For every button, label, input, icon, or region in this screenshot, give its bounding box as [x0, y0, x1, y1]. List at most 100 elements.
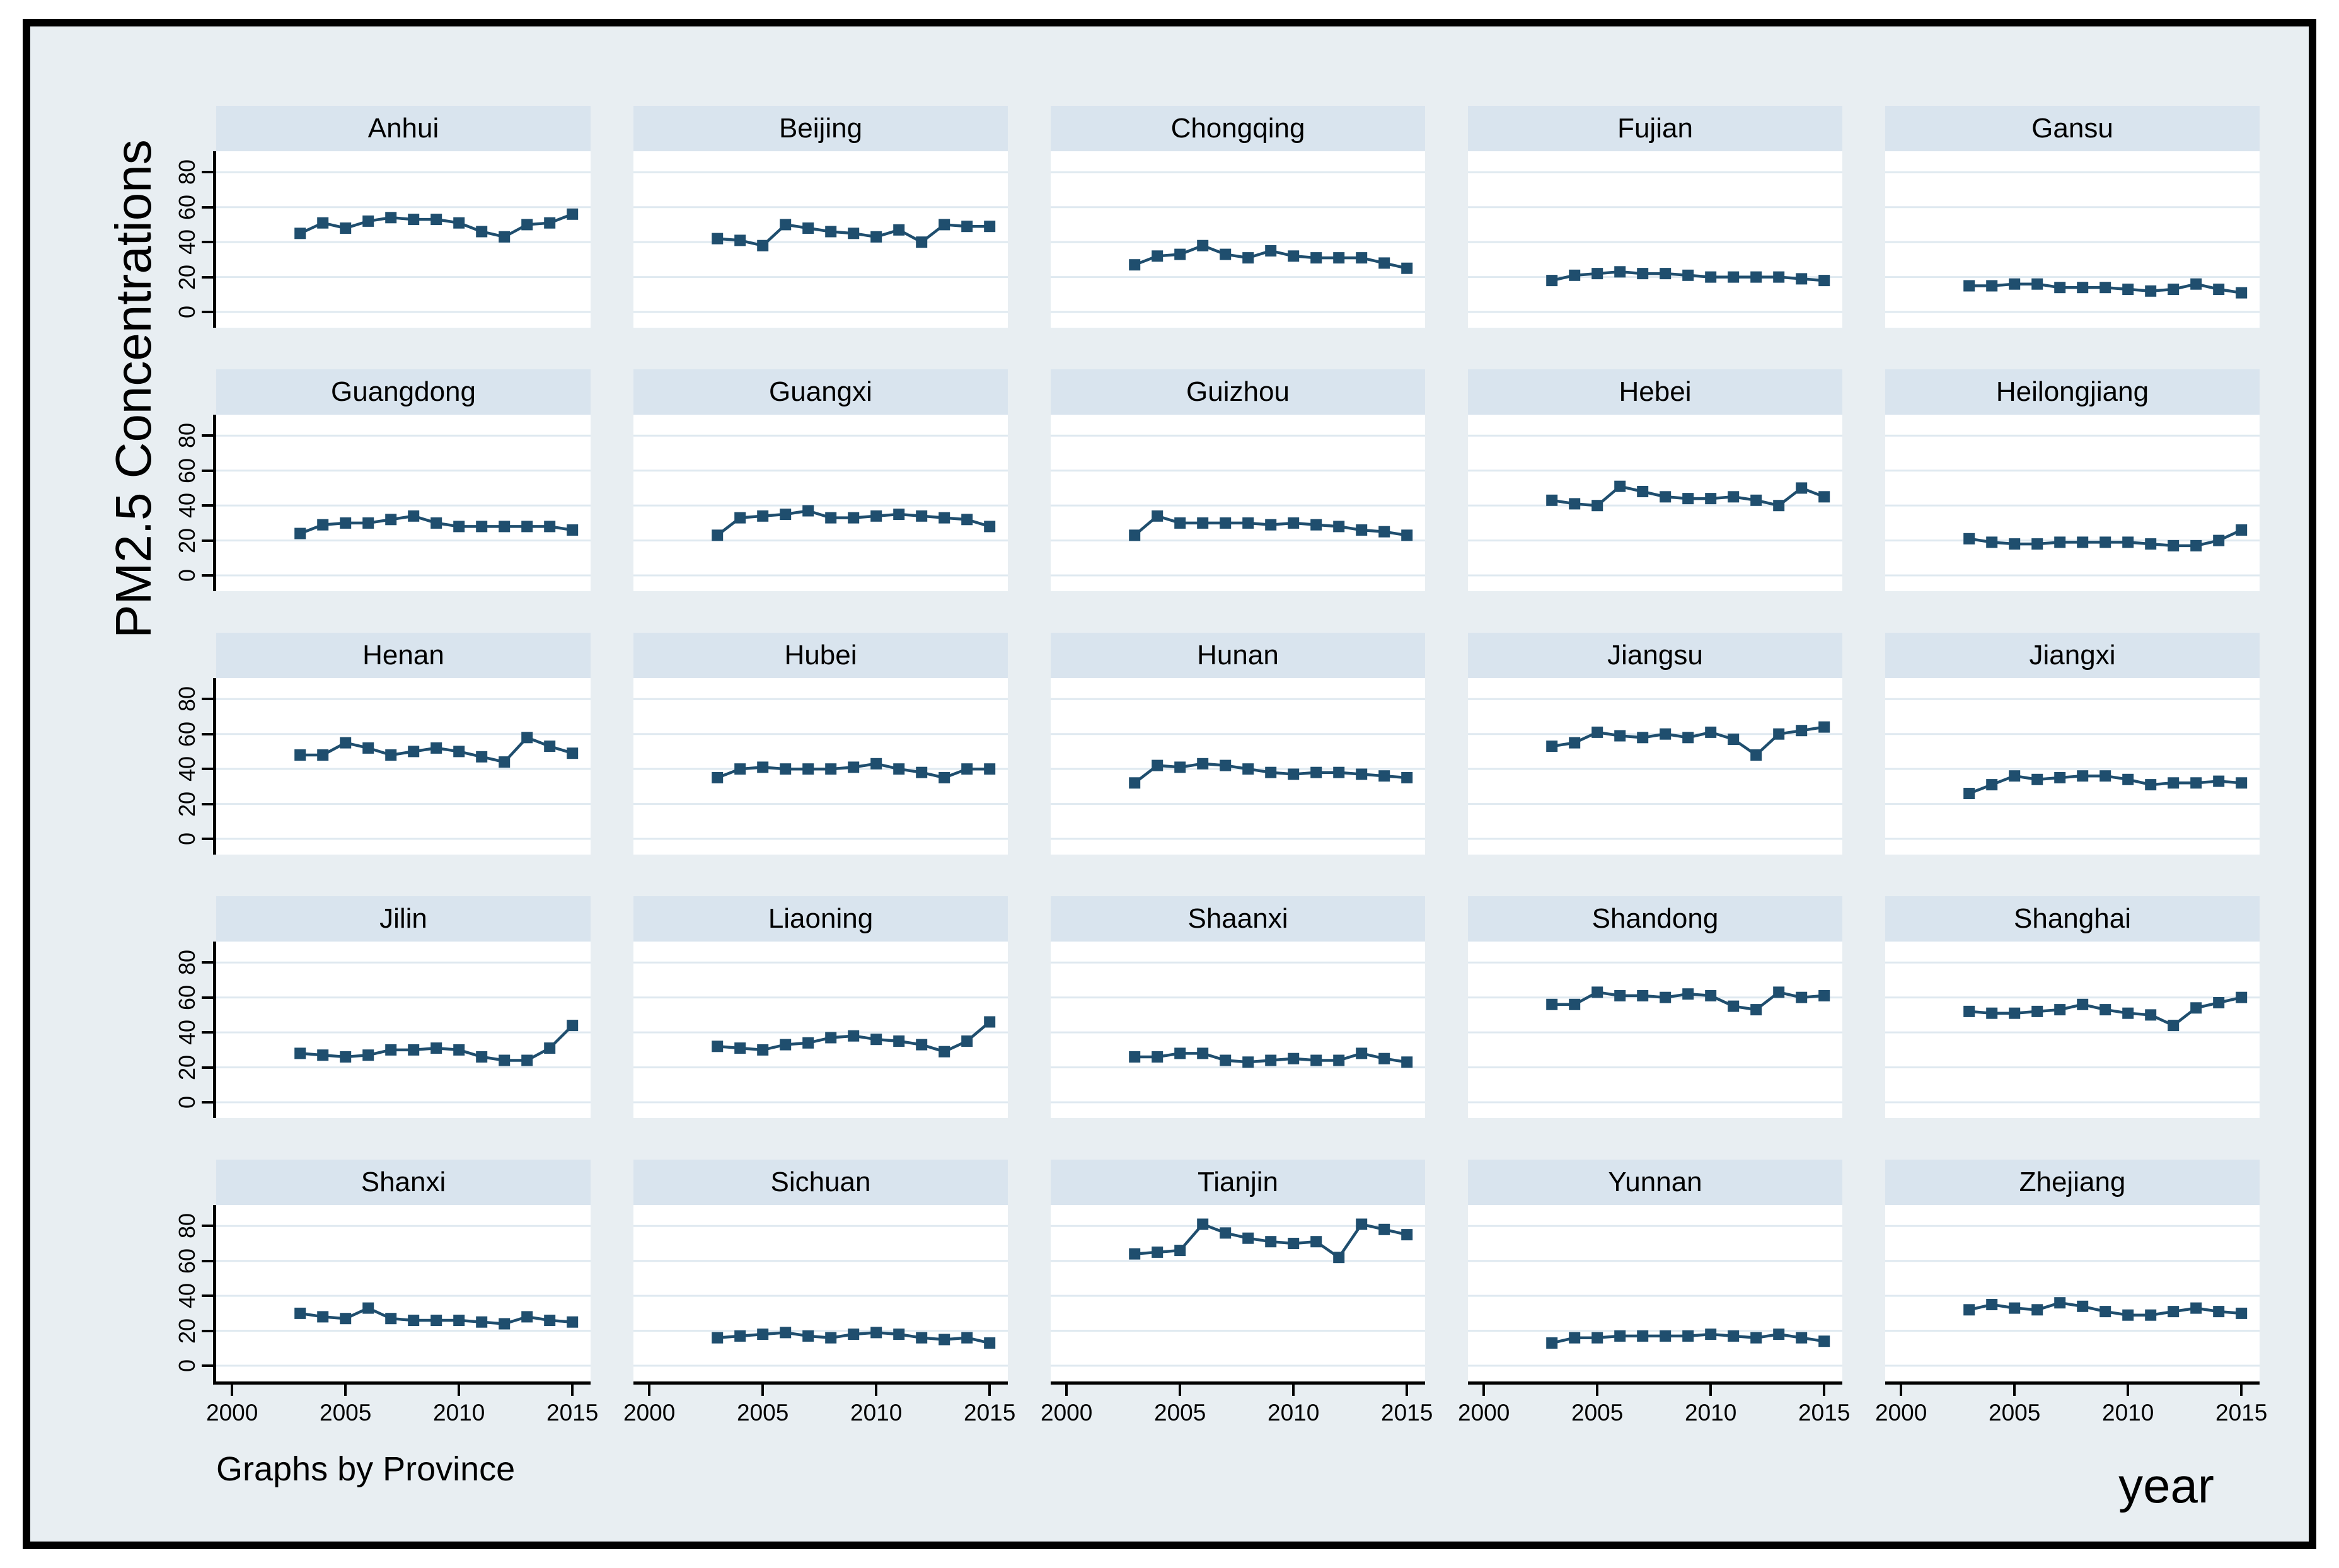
data-point-marker: [1682, 493, 1694, 505]
data-point-marker: [453, 217, 465, 229]
data-point-marker: [317, 519, 329, 531]
data-point-marker: [938, 219, 950, 231]
data-point-marker: [1129, 529, 1141, 541]
data-point-marker: [385, 749, 397, 761]
data-point-marker: [916, 1039, 928, 1051]
panel-title: Guizhou: [1051, 369, 1425, 415]
data-point-marker: [780, 1039, 792, 1051]
data-point-marker: [453, 1044, 465, 1056]
x-axis-line: [1885, 1381, 2260, 1385]
data-point-marker: [757, 1044, 769, 1056]
data-point-marker: [1750, 271, 1762, 283]
data-point-marker: [1963, 533, 1975, 545]
data-point-marker: [1401, 529, 1413, 541]
panel-plot-area: [633, 942, 1008, 1118]
data-point-marker: [294, 1047, 306, 1059]
data-point-marker: [2054, 536, 2066, 548]
x-tick-label: 2010: [433, 1400, 485, 1426]
province-panel: Tianjin: [1051, 1160, 1425, 1381]
data-point-marker: [2054, 1004, 2066, 1016]
data-point-marker: [2099, 1004, 2111, 1016]
data-point-marker: [1963, 1005, 1975, 1017]
y-axis-line: [213, 151, 216, 328]
data-point-marker: [1660, 268, 1672, 280]
data-point-marker: [2099, 770, 2111, 782]
data-point-marker: [2099, 536, 2111, 548]
data-point-marker: [385, 1044, 397, 1056]
data-point-marker: [984, 221, 996, 233]
panel-series-svg: [216, 171, 591, 313]
data-point-marker: [499, 521, 511, 533]
y-tick-label: 80: [174, 950, 200, 976]
x-axis-tick: [648, 1385, 651, 1396]
province-panel: Shanxi: [216, 1160, 591, 1381]
province-panel: Shandong: [1468, 896, 1842, 1118]
data-point-marker: [1637, 486, 1649, 497]
y-axis-tick: [202, 961, 213, 964]
data-point-marker: [1265, 1054, 1277, 1066]
data-point-marker: [408, 746, 420, 758]
data-point-marker: [870, 1327, 882, 1339]
y-axis-tick: [202, 1364, 213, 1368]
data-point-marker: [2122, 536, 2134, 548]
data-point-marker: [2236, 287, 2248, 299]
y-axis-tick: [202, 838, 213, 841]
panel-plot-area: [1051, 678, 1425, 855]
province-panel: Shaanxi: [1051, 896, 1425, 1118]
data-point-marker: [961, 1035, 973, 1047]
x-tick-label: 2005: [1989, 1400, 2041, 1426]
x-tick-label: 2000: [1875, 1400, 1927, 1426]
x-axis-tick: [1292, 1385, 1295, 1396]
panel-series-svg: [1051, 171, 1425, 313]
y-axis-tick: [202, 1031, 213, 1034]
data-point-marker: [2054, 1297, 2066, 1309]
data-point-marker: [712, 1041, 724, 1052]
data-point-marker: [521, 732, 533, 744]
x-tick-label: 2015: [546, 1400, 599, 1426]
panel-series-svg: [1885, 434, 2260, 577]
data-point-marker: [961, 1332, 973, 1344]
data-point-marker: [2168, 1020, 2180, 1032]
data-point-marker: [1378, 1223, 1390, 1235]
data-point-marker: [848, 228, 860, 239]
data-point-marker: [2236, 1307, 2248, 1319]
data-point-marker: [340, 1313, 352, 1325]
data-point-marker: [521, 1311, 533, 1323]
data-point-marker: [961, 221, 973, 233]
y-axis-tick: [202, 698, 213, 701]
data-point-marker: [294, 228, 306, 239]
data-point-marker: [2190, 539, 2202, 551]
panel-plot-area: [216, 942, 591, 1118]
data-point-marker: [2077, 282, 2089, 294]
x-axis-tick: [1900, 1385, 1903, 1396]
data-point-marker: [780, 219, 792, 231]
y-tick-label: 80: [174, 1213, 200, 1239]
data-point-marker: [1569, 998, 1581, 1010]
panel-series-svg: [1885, 698, 2260, 840]
data-point-marker: [1591, 500, 1603, 512]
data-point-marker: [362, 517, 374, 529]
data-point-marker: [1152, 510, 1164, 522]
data-point-marker: [2190, 777, 2202, 789]
x-axis-tick: [458, 1385, 461, 1396]
data-point-marker: [1129, 259, 1141, 271]
data-point-marker: [362, 742, 374, 754]
data-point-marker: [1660, 991, 1672, 1003]
data-point-marker: [1591, 1332, 1603, 1344]
y-axis-tick: [202, 574, 213, 577]
data-point-marker: [1242, 763, 1254, 775]
data-point-marker: [1197, 239, 1209, 251]
x-tick-label: 2000: [623, 1400, 676, 1426]
data-point-marker: [1310, 1236, 1322, 1248]
x-tick-label: 2005: [737, 1400, 789, 1426]
x-tick-label: 2015: [964, 1400, 1016, 1426]
x-axis-tick: [1596, 1385, 1599, 1396]
data-point-marker: [734, 234, 746, 246]
data-point-marker: [2236, 991, 2248, 1003]
data-point-marker: [1356, 252, 1368, 264]
data-point-marker: [1310, 519, 1322, 531]
data-point-marker: [521, 219, 533, 231]
y-axis-tick: [202, 1294, 213, 1298]
data-point-marker: [408, 510, 420, 522]
data-point-marker: [1288, 1238, 1300, 1249]
